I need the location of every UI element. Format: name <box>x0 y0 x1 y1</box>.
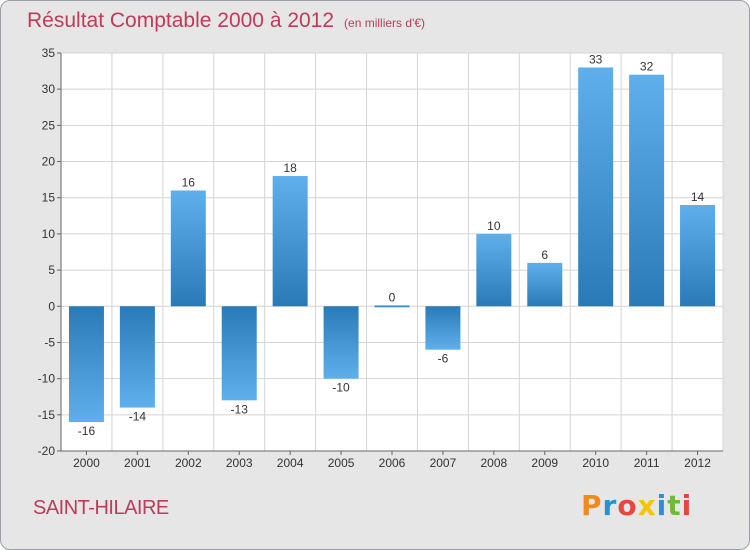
y-tick-label: -15 <box>38 408 56 422</box>
bar <box>680 204 716 307</box>
bar <box>425 306 461 350</box>
y-tick-label: 0 <box>48 299 55 313</box>
chart-title-text: Résultat Comptable 2000 à 2012 <box>27 9 335 32</box>
y-tick-label: 5 <box>48 263 55 277</box>
bar-value-label: -6 <box>438 352 449 366</box>
bar-value-label: 18 <box>283 161 297 175</box>
x-tick-label: 2006 <box>379 456 406 470</box>
x-tick-label: 2007 <box>430 456 457 470</box>
x-tick-label: 2008 <box>480 456 507 470</box>
bar-value-label: -13 <box>231 402 249 416</box>
chart-title: Résultat Comptable 2000 à 2012 (en millie… <box>27 9 425 33</box>
logo-letter: P <box>581 489 603 522</box>
bar-layer: -16 -14 16 -13 18 -10 0 -6 10 6 33 32 14 <box>68 52 716 438</box>
bar <box>527 262 563 307</box>
x-tick-label: 2009 <box>531 456 558 470</box>
y-tick-label: 30 <box>42 82 56 96</box>
y-tick-label: 20 <box>42 155 56 169</box>
y-tick-label: -5 <box>44 335 55 349</box>
x-tick-label: 2002 <box>175 456 202 470</box>
bar <box>68 306 104 423</box>
bar-value-label: 33 <box>589 52 603 66</box>
logo-letter: i <box>656 489 668 522</box>
bar-value-label: 10 <box>487 219 501 233</box>
proxiti-logo: Proxiti <box>581 489 692 522</box>
x-tick-label: 2001 <box>124 456 151 470</box>
bar <box>170 190 206 307</box>
plot-area <box>61 53 723 451</box>
bar <box>476 233 512 307</box>
y-tick-label: 35 <box>42 46 56 60</box>
x-tick-label: 2005 <box>328 456 355 470</box>
city-name: SAINT-HILAIRE <box>33 497 169 519</box>
logo-letter: i <box>681 489 693 522</box>
bar-value-label: 14 <box>691 190 705 204</box>
bar <box>629 74 665 307</box>
y-tick-label: -10 <box>38 372 56 386</box>
bar <box>221 306 257 401</box>
logo-letter: r <box>602 489 618 522</box>
bar <box>119 306 155 408</box>
bar-value-label: -14 <box>129 410 147 424</box>
y-tick-label: 10 <box>42 227 56 241</box>
x-tick-label: 2010 <box>582 456 609 470</box>
bar-value-label: 6 <box>541 248 548 262</box>
x-tick-label: 2003 <box>226 456 253 470</box>
bar <box>374 305 410 308</box>
logo-letter: x <box>637 489 657 522</box>
x-tick-label: 2004 <box>277 456 304 470</box>
bar <box>578 67 614 307</box>
bar-value-label: 16 <box>182 175 196 189</box>
y-tick-label: 15 <box>42 191 56 205</box>
bar-value-label: 32 <box>640 60 654 74</box>
x-tick-label: 2012 <box>684 456 711 470</box>
y-tick-label: 25 <box>42 118 56 132</box>
x-tick-label: 2000 <box>73 456 100 470</box>
bar <box>323 306 359 379</box>
chart-subtitle: (en milliers d'€) <box>344 16 426 30</box>
logo-letter: o <box>617 489 638 522</box>
logo-letter: t <box>667 489 682 522</box>
bar-value-label: -10 <box>332 381 350 395</box>
bar-value-label: 0 <box>389 290 396 304</box>
bar <box>272 176 308 307</box>
x-tick-label: 2011 <box>634 456 660 470</box>
y-tick-label: -20 <box>38 444 56 458</box>
axis-layer: -20 -15 -10 -5 0 5 10 15 20 25 30 35 2000 2001 2002 200… <box>38 46 723 470</box>
bar-value-label: -16 <box>78 424 96 438</box>
